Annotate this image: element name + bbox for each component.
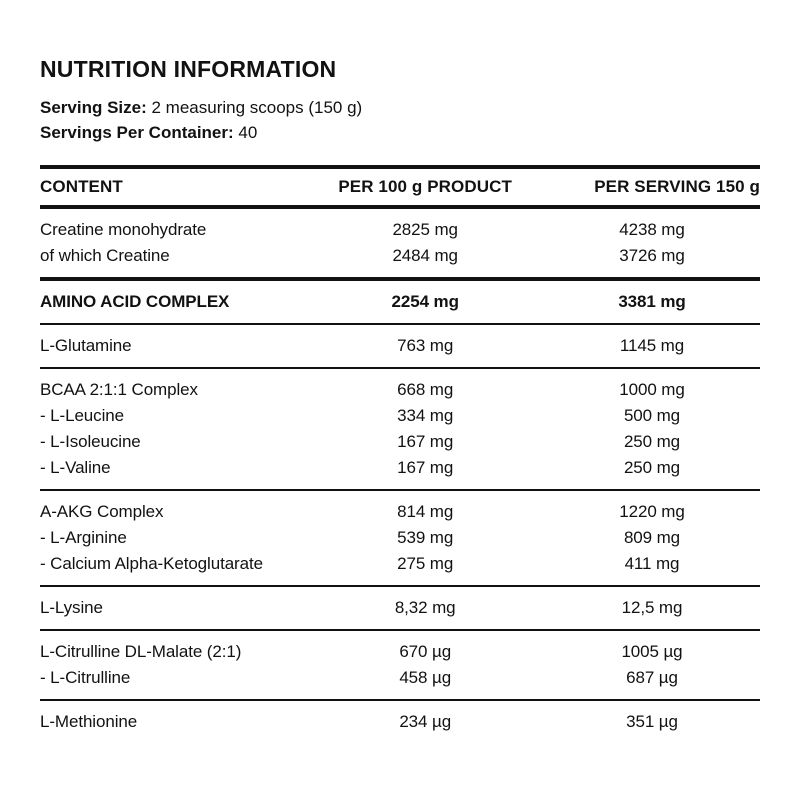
row-value: 334 mg [397,406,454,425]
table-group: L-Lysine 8,32 mg 12,5 mg [40,586,760,630]
table-row: - L-Isoleucine 167 mg 250 mg [40,429,760,455]
table-row: L-Methionine 234 µg 351 µg [40,700,760,743]
table-row: Creatine monohydrate 2825 mg 4238 mg [40,207,760,243]
table-header-row: CONTENT PER 100 g PRODUCT PER SERVING 15… [40,167,760,207]
row-value: 167 mg [397,432,454,451]
row-label: of which Creatine [40,246,170,265]
table-group: Creatine monohydrate 2825 mg 4238 mg of whi… [40,207,760,279]
table-group: A-AKG Complex 814 mg 1220 mg - L-Arginine 53… [40,490,760,586]
table-row: BCAA 2:1:1 Complex 668 mg 1000 mg [40,368,760,403]
serving-size-value: 2 measuring scoops (150 g) [146,98,363,117]
row-value: 8,32 mg [394,598,456,617]
row-label: - Calcium Alpha-Ketoglutarate [40,554,263,573]
table-row: L-Glutamine 763 mg 1145 mg [40,324,760,368]
page-title: NUTRITION INFORMATION [40,56,337,82]
row-label: A-AKG Complex [40,502,164,521]
table-row: A-AKG Complex 814 mg 1220 mg [40,490,760,525]
table-group: AMINO ACID COMPLEX 2254 mg 3381 mg [40,279,760,324]
row-label: L-Methionine [40,712,138,731]
row-value: 2254 mg [391,292,459,311]
row-value: 250 mg [623,432,681,451]
table-row: - L-Citrulline 458 µg 687 µg [40,665,760,700]
row-value: 1220 mg [619,502,685,521]
row-value: 411 mg [624,554,680,573]
table-row: L-Citrulline DL-Malate (2:1) 670 µg 1005 µ… [40,630,760,665]
row-value: 275 mg [397,554,454,573]
row-value: 12,5 mg [621,598,683,617]
row-label: - L-Valine [40,458,111,477]
row-value: 500 mg [623,406,681,425]
row-label: BCAA 2:1:1 Complex [40,380,198,399]
table-group: L-Citrulline DL-Malate (2:1) 670 µg 1005 µ… [40,630,760,700]
servings-per-container-line: Servings Per Container: 40 [40,120,760,145]
table-row: - L-Valine 167 mg 250 mg [40,455,760,490]
column-header-content: CONTENT [40,177,123,196]
row-label: - L-Citrulline [40,668,131,687]
row-value: 1000 mg [619,380,685,399]
table-row: - L-Leucine 334 mg 500 mg [40,403,760,429]
row-label: - L-Isoleucine [40,432,141,451]
row-value: 3381 mg [618,292,686,311]
serving-size-line: Serving Size: 2 measuring scoops (150 g) [40,95,760,120]
row-value: 234 µg [399,712,452,731]
column-header-per-100g: PER 100 g PRODUCT [338,177,512,196]
row-value: 4238 mg [619,220,685,239]
row-value: 167 mg [397,458,454,477]
row-value: 351 µg [626,712,678,731]
row-value: 670 µg [399,642,452,661]
column-header-per-serving: PER SERVING 150 g [594,177,760,196]
row-value: 809 mg [623,528,681,547]
row-value: 763 mg [397,336,454,355]
table-group: L-Glutamine 763 mg 1145 mg [40,324,760,368]
table-row: of which Creatine 2484 mg 3726 mg [40,243,760,279]
row-label: L-Glutamine [40,336,132,355]
row-value: 1145 mg [619,336,685,355]
table-row: - Calcium Alpha-Ketoglutarate 275 mg 411 m… [40,551,760,586]
table-group: BCAA 2:1:1 Complex 668 mg 1000 mg - L-Leuci… [40,368,760,490]
row-value: 814 mg [397,502,454,521]
nutrition-table: CONTENT PER 100 g PRODUCT PER SERVING 15… [40,165,760,743]
row-value: 1005 µg [621,642,683,661]
servings-per-container-value: 40 [233,123,258,142]
row-value: 687 µg [626,668,678,687]
row-label: L-Lysine [40,598,103,617]
row-value: 458 µg [399,668,452,687]
row-value: 250 mg [623,458,681,477]
row-value: 3726 mg [619,246,685,265]
row-value: 539 mg [397,528,454,547]
row-label: - L-Arginine [40,528,127,547]
servings-per-container-label: Servings Per Container: [40,123,234,142]
table-row: - L-Arginine 539 mg 809 mg [40,525,760,551]
serving-size-label: Serving Size: [40,98,147,117]
table-row: L-Lysine 8,32 mg 12,5 mg [40,586,760,630]
row-label: L-Citrulline DL-Malate (2:1) [40,642,242,661]
row-label: AMINO ACID COMPLEX [40,292,230,311]
row-value: 2825 mg [392,220,458,239]
row-label: - L-Leucine [40,406,124,425]
row-value: 668 mg [397,380,454,399]
nutrition-label: NUTRITION INFORMATION Serving Size: 2 me… [40,56,760,743]
row-label: Creatine monohydrate [40,220,207,239]
row-value: 2484 mg [392,246,458,265]
table-group: L-Methionine 234 µg 351 µg [40,700,760,743]
table-row: AMINO ACID COMPLEX 2254 mg 3381 mg [40,279,760,324]
